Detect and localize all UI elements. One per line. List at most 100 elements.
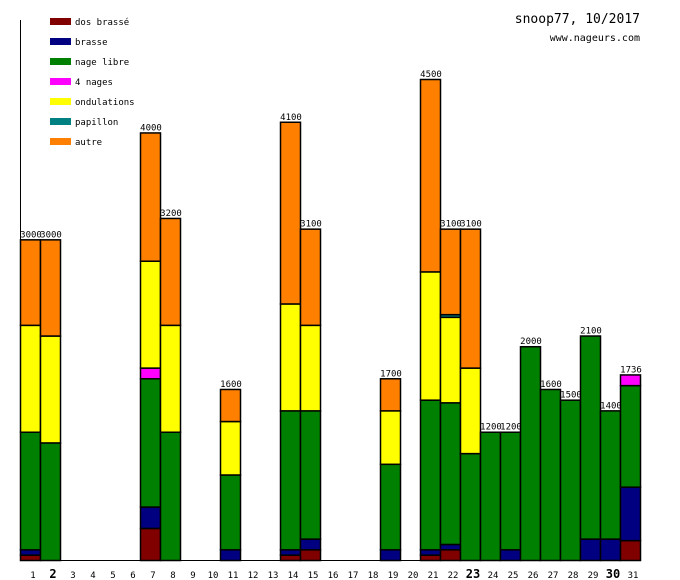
- bar-segment-autre: [379, 378, 402, 412]
- bar-total-label: 3100: [460, 220, 482, 230]
- legend: dos brassé brasse nage libre 4 nages ondulat…: [50, 17, 135, 148]
- bar-segment-brasse: [219, 549, 242, 562]
- bar-segment-ondulations: [379, 410, 402, 466]
- bar-segment-autre: [459, 228, 482, 369]
- x-tick-label: 26: [528, 571, 539, 580]
- legend-label: papillon: [75, 118, 118, 128]
- legend-swatch: [50, 118, 71, 125]
- x-tick-label: 3: [70, 571, 75, 580]
- legend-swatch: [50, 18, 71, 25]
- bar-segment-autre: [19, 239, 42, 327]
- chart-title: snoop77, 10/2017: [515, 12, 640, 27]
- bar-segment-autre: [299, 228, 322, 327]
- bar-segment-brasse: [599, 538, 622, 562]
- bar-segment-brasse: [299, 538, 322, 551]
- bar-segment-brasse: [279, 549, 302, 556]
- bar-segment-brasse: [499, 549, 522, 562]
- bar-segment-autre: [439, 228, 462, 316]
- bar-total-label: 1600: [540, 380, 562, 390]
- x-tick-labels: 1 2 3 4 5 6 7 8 9 10 11 12 13 14 15 16 17 18 19 20 21 22 23 24 2…: [30, 567, 638, 580]
- bar-segment-autre: [39, 239, 62, 337]
- x-tick-label: 16: [328, 571, 339, 580]
- bar-segment-autre: [139, 132, 162, 262]
- bar-segment-ondulations: [459, 367, 482, 455]
- x-tick-label: 15: [308, 571, 319, 580]
- bar-segment-brasse: [379, 549, 402, 562]
- bar-segment-nage-libre: [599, 410, 622, 540]
- legend-swatch: [50, 98, 71, 105]
- legend-label: ondulations: [75, 98, 135, 108]
- x-tick-label: 18: [368, 571, 379, 580]
- bar-segment-brasse: [579, 538, 602, 562]
- bar-segment-dos-brassé: [299, 549, 322, 562]
- x-tick-label: 24: [488, 571, 499, 580]
- bar-total-label: 1700: [380, 369, 402, 379]
- bar-segment-brasse: [19, 549, 42, 556]
- bar-segment-nage-libre: [19, 431, 42, 551]
- x-tick-label: 8: [170, 571, 175, 580]
- bar-total-label: 3100: [300, 220, 322, 230]
- bar-segment-nage-libre: [139, 378, 162, 508]
- bar-segment-4-nages: [619, 374, 642, 387]
- x-tick-label: 11: [228, 571, 239, 580]
- bar-total-label: 1600: [220, 380, 242, 390]
- legend-label: nage libre: [75, 58, 129, 68]
- bar-segment-dos-brassé: [139, 527, 162, 562]
- legend-label: brasse: [75, 38, 108, 48]
- x-tick-label: 4: [90, 571, 95, 580]
- bar-segment-ondulations: [279, 303, 302, 412]
- bar-segment-nage-libre: [159, 431, 182, 562]
- x-tick-label: 9: [190, 571, 195, 580]
- bar-total-label: 2000: [520, 337, 542, 347]
- legend-swatch: [50, 58, 71, 65]
- x-tick-label: 23: [466, 567, 480, 580]
- bar-segment-ondulations: [439, 316, 462, 404]
- x-tick-label: 31: [628, 571, 639, 580]
- bar-segment-nage-libre: [419, 399, 442, 551]
- bar-segment-ondulations: [39, 335, 62, 444]
- legend-swatch: [50, 138, 71, 145]
- x-tick-label: 29: [588, 571, 599, 580]
- legend-label: 4 nages: [75, 78, 113, 88]
- bar-segment-brasse: [139, 506, 162, 530]
- bar-total-label: 3200: [160, 209, 182, 219]
- bar-segment-autre: [279, 121, 302, 305]
- bar-segment-ondulations: [219, 420, 242, 476]
- bar-segment-nage-libre: [559, 399, 582, 562]
- bar-segment-dos-brassé: [419, 554, 442, 562]
- bar-segment-nage-libre: [459, 452, 482, 562]
- bar-segment-ondulations: [19, 324, 42, 433]
- bar-segment-nage-libre: [579, 335, 602, 540]
- bar-total-label: 4000: [140, 123, 162, 133]
- x-tick-label: 2: [49, 567, 56, 580]
- bar-total-label: 3100: [440, 220, 462, 230]
- bar-segment-ondulations: [159, 324, 182, 433]
- bar-segment-nage-libre: [619, 384, 642, 488]
- x-tick-label: 19: [388, 571, 399, 580]
- legend-label: autre: [75, 138, 102, 148]
- bar-segment-nage-libre: [279, 410, 302, 551]
- x-tick-label: 20: [408, 571, 419, 580]
- legend-swatch: [50, 38, 71, 45]
- bar-total-label: 1200: [480, 423, 502, 433]
- x-tick-label: 14: [288, 571, 299, 580]
- x-tick-label: 5: [110, 571, 115, 580]
- x-tick-label: 17: [348, 571, 359, 580]
- bar-segment-nage-libre: [499, 431, 522, 551]
- bar-total-label: 3000: [40, 230, 62, 240]
- bar-total-label: 1400: [600, 401, 622, 411]
- bar-segment-autre: [219, 388, 242, 423]
- x-tick-label: 30: [606, 567, 620, 580]
- bar-segment-nage-libre: [219, 474, 242, 551]
- bar-segment-nage-libre: [299, 410, 322, 540]
- bar-total-label: 1500: [560, 391, 582, 401]
- bar-segment-brasse: [619, 486, 642, 542]
- x-tick-label: 6: [130, 571, 135, 580]
- bar-total-label: 4500: [420, 70, 442, 80]
- chart-subtitle: www.nageurs.com: [550, 33, 640, 44]
- bar-segment-ondulations: [419, 271, 442, 401]
- x-tick-label: 7: [150, 571, 155, 580]
- bar-segment-dos-brassé: [279, 554, 302, 562]
- bar-total-label: 4100: [280, 113, 302, 123]
